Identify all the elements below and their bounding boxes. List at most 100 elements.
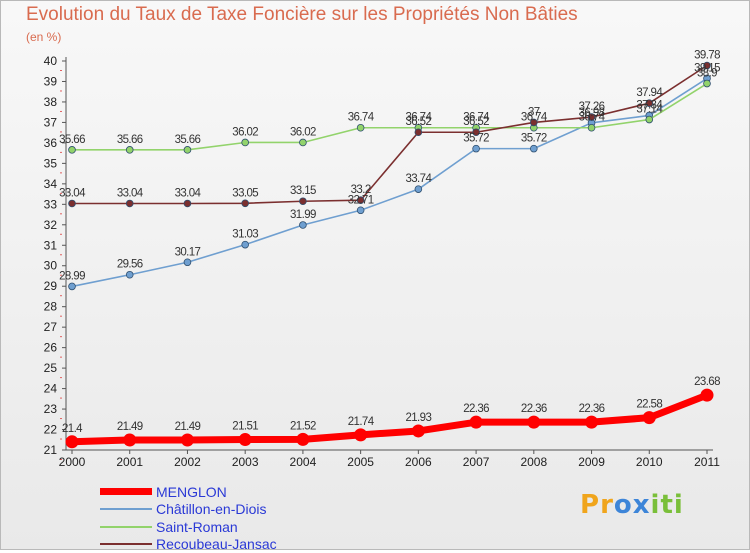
data-point xyxy=(356,206,365,215)
data-label: 31.99 xyxy=(290,209,316,221)
data-point xyxy=(587,113,596,121)
y-tick-label: 27 xyxy=(44,320,58,334)
data-label: 36.52 xyxy=(463,116,489,128)
data-point xyxy=(68,146,76,154)
legend-label: MENGLON xyxy=(156,483,227,500)
data-label: 33.04 xyxy=(59,187,86,199)
x-tick-label: 2008 xyxy=(520,455,547,469)
legend-label: Saint-Roman xyxy=(156,518,238,535)
data-point xyxy=(125,199,134,208)
y-tick-label: 40 xyxy=(44,54,58,68)
x-tick-label: 2010 xyxy=(636,455,663,469)
y-tick-label: 32 xyxy=(44,218,58,232)
chart-title: Evolution du Taux de Taxe Foncière sur l… xyxy=(26,4,578,25)
data-label: 29.56 xyxy=(117,259,143,271)
y-tick-label: 26 xyxy=(44,341,58,355)
legend-swatch xyxy=(100,543,152,545)
data-label: 22.36 xyxy=(463,403,489,415)
y-tick-label: 31 xyxy=(44,238,58,252)
series-line-menglon xyxy=(68,391,711,446)
data-point xyxy=(180,433,194,447)
data-label: 37.94 xyxy=(636,87,663,99)
data-point xyxy=(414,185,423,193)
x-tick-label: 2005 xyxy=(347,455,374,469)
data-label: 23.68 xyxy=(694,376,720,388)
logo-letter: i xyxy=(650,490,661,520)
data-point xyxy=(645,99,654,107)
data-label: 30.17 xyxy=(175,246,201,258)
y-tick-label: 30 xyxy=(44,259,58,273)
data-label: 22.36 xyxy=(521,403,547,415)
data-point xyxy=(472,144,480,153)
data-label: 35.66 xyxy=(175,134,201,146)
data-label: 38.9 xyxy=(697,68,717,80)
y-tick-label: 36 xyxy=(44,136,58,150)
data-label: 36.74 xyxy=(348,112,375,124)
data-point xyxy=(68,282,76,291)
data-label: 36.52 xyxy=(405,116,431,128)
data-label: 36.02 xyxy=(290,126,316,138)
data-label: 35.72 xyxy=(521,133,547,145)
data-label: 36.74 xyxy=(521,112,548,124)
data-point xyxy=(65,435,79,449)
y-tick-label: 21 xyxy=(44,443,58,457)
legend-item: Recoubeau-Jansac xyxy=(100,536,277,553)
data-point xyxy=(299,197,307,206)
data-point xyxy=(123,433,137,447)
data-label: 35.66 xyxy=(59,134,85,146)
data-point xyxy=(700,388,714,402)
x-tick-label: 2004 xyxy=(290,455,317,469)
data-point xyxy=(703,79,711,88)
logo-letter: x xyxy=(632,490,651,520)
data-point xyxy=(642,411,656,425)
x-tick-label: 2006 xyxy=(405,455,432,469)
x-tick-label: 2000 xyxy=(59,455,86,469)
data-point xyxy=(530,118,538,127)
y-tick-label: 33 xyxy=(44,197,58,211)
data-labels: 28.99 29.56 30.17 31.03 31.99 32.71 33.74 35.72… xyxy=(59,50,721,435)
x-tick-label: 2009 xyxy=(578,455,605,469)
data-point xyxy=(411,424,425,438)
data-point xyxy=(354,428,368,442)
legend-item: Châtillon-en-Diois xyxy=(100,501,267,518)
data-point xyxy=(241,138,249,147)
data-label: 21.93 xyxy=(405,412,431,424)
x-tick-label: 2007 xyxy=(463,455,490,469)
y-tick-label: 25 xyxy=(44,361,58,375)
y-tick-label: 38 xyxy=(44,95,58,109)
data-point xyxy=(527,415,541,429)
legend-label: Recoubeau-Jansac xyxy=(156,536,277,552)
data-label: 33.2 xyxy=(351,184,371,196)
data-point xyxy=(587,123,596,132)
proxiti-logo: Proxiti xyxy=(580,490,684,520)
data-point xyxy=(585,415,599,429)
data-point xyxy=(356,123,365,132)
data-label: 33.04 xyxy=(175,187,202,199)
data-point xyxy=(183,199,192,208)
data-label: 37.26 xyxy=(579,101,605,113)
data-label: 21.51 xyxy=(232,421,258,433)
y-tick-label: 24 xyxy=(44,382,58,396)
data-point xyxy=(299,138,307,147)
data-point xyxy=(703,61,711,70)
data-point xyxy=(238,433,252,447)
data-label: 37.14 xyxy=(636,104,663,116)
data-label: 31.03 xyxy=(232,229,258,241)
data-point xyxy=(299,221,307,229)
logo-letter: P xyxy=(580,490,601,520)
data-point xyxy=(241,199,249,208)
data-label: 33.04 xyxy=(117,187,144,199)
data-label: 33.74 xyxy=(405,173,432,185)
data-label: 36.02 xyxy=(232,126,258,138)
x-tick-label: 2003 xyxy=(232,455,259,469)
data-point xyxy=(183,258,192,267)
logo-letter: o xyxy=(613,490,633,520)
x-tick-label: 2011 xyxy=(694,455,720,469)
data-point xyxy=(645,115,654,124)
data-label: 37.34 xyxy=(636,99,663,111)
data-point xyxy=(469,415,483,429)
data-label: 32.71 xyxy=(348,194,374,206)
data-label: 33.05 xyxy=(232,187,258,199)
data-point xyxy=(183,146,192,154)
data-point xyxy=(356,196,365,205)
